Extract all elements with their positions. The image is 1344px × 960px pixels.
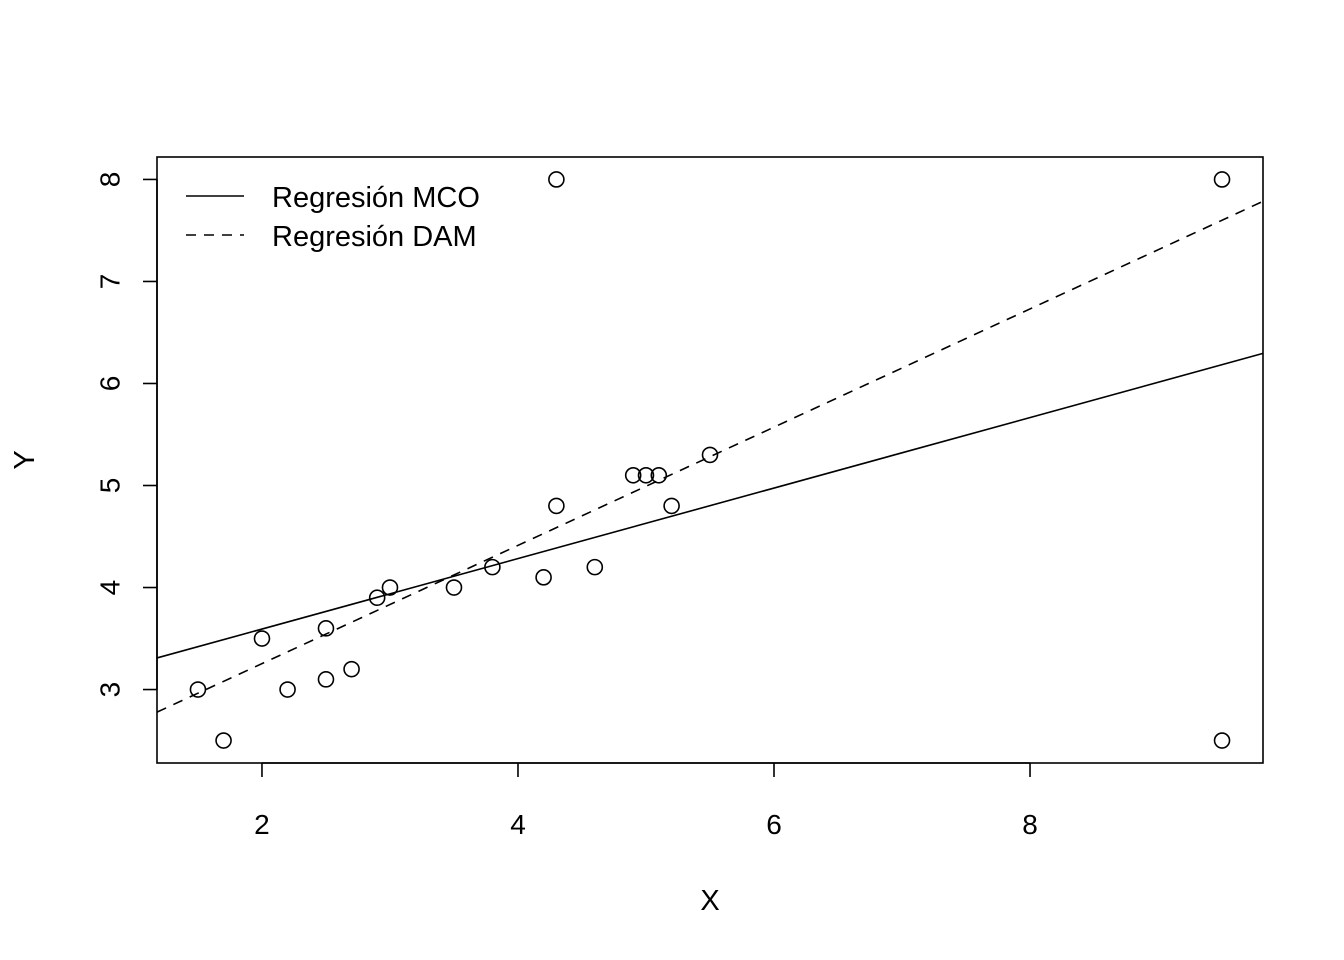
data-points	[189, 171, 1231, 749]
y-axis-label: Y	[9, 450, 41, 469]
data-point	[368, 589, 386, 607]
data-point	[701, 446, 719, 464]
data-point	[343, 660, 360, 678]
data-point	[189, 681, 207, 698]
y-tick-label: 3	[95, 682, 126, 698]
mco-regression-line	[156, 352, 1264, 659]
x-axis-label: X	[700, 885, 719, 917]
data-point	[445, 579, 463, 596]
data-point	[586, 558, 604, 576]
data-point	[663, 497, 680, 515]
data-point	[484, 558, 501, 576]
x-axis: 2 4 6 8	[254, 762, 1038, 840]
data-point	[548, 497, 565, 515]
x-tick-label: 6	[766, 809, 782, 840]
data-point	[279, 681, 296, 698]
y-tick-label: 5	[95, 478, 126, 494]
y-tick-label: 7	[95, 274, 126, 290]
data-point	[1213, 171, 1231, 188]
legend-label-mco: Regresión MCO	[272, 182, 480, 214]
data-point	[317, 671, 335, 688]
data-point	[381, 579, 399, 596]
data-point	[215, 732, 232, 749]
legend: Regresión MCO Regresión DAM	[186, 182, 480, 253]
dam-regression-line	[156, 200, 1264, 713]
y-tick-label: 6	[95, 376, 126, 392]
x-tick-label: 2	[254, 809, 270, 840]
data-point	[317, 620, 335, 637]
y-tick-label: 8	[95, 172, 126, 188]
data-point	[548, 171, 565, 188]
x-tick-label: 8	[1022, 809, 1038, 840]
data-point	[1213, 732, 1231, 749]
legend-label-dam: Regresión DAM	[272, 221, 477, 253]
y-tick-label: 4	[95, 580, 126, 596]
data-point	[624, 467, 642, 484]
data-point	[637, 467, 655, 484]
y-axis: 3 4 5 6 7 8	[95, 172, 158, 698]
data-point	[535, 569, 552, 586]
x-tick-label: 4	[510, 809, 526, 840]
data-point	[253, 630, 271, 647]
data-point	[650, 467, 668, 484]
regression-lines	[156, 200, 1264, 713]
